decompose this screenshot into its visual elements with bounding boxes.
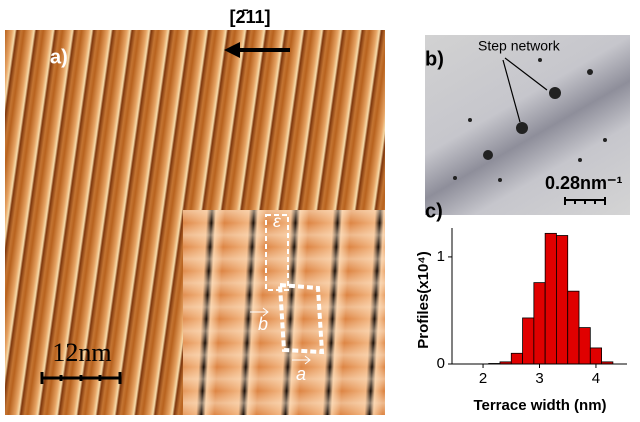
bar xyxy=(511,353,522,364)
bar xyxy=(523,318,534,364)
bar xyxy=(556,235,567,364)
annotation: Step network xyxy=(478,38,561,54)
scale-bar-label: 12nm xyxy=(52,338,111,367)
x-tick-label: 4 xyxy=(592,370,600,387)
scale-bar-label: 0.28nm⁻¹ xyxy=(545,173,623,193)
y-tick-label: 0 xyxy=(437,355,445,372)
x-tick-label: 3 xyxy=(535,370,543,387)
x-axis-label: Terrace width (nm) xyxy=(473,397,606,414)
figure: [2̄11] a) 12nm ε b a b) Step network 0.2… xyxy=(0,0,640,422)
scale-bar xyxy=(565,197,605,205)
bar xyxy=(534,283,545,364)
scale-bar xyxy=(42,372,120,384)
bar xyxy=(545,233,556,364)
bar xyxy=(568,291,579,364)
overlay: [2̄11] a) 12nm ε b a b) Step network 0.2… xyxy=(0,0,640,422)
arrow-head xyxy=(224,42,240,58)
inset-label: a xyxy=(296,364,306,384)
unit-cell xyxy=(280,285,322,352)
y-tick-label: 1 xyxy=(437,248,445,265)
panel-label: c) xyxy=(425,200,443,222)
bar xyxy=(579,328,590,364)
panel-label: a) xyxy=(50,46,68,68)
inset-label: ε xyxy=(273,211,282,231)
inset-label: b xyxy=(258,314,268,334)
x-tick-label: 2 xyxy=(479,370,487,387)
direction-label: [2̄11] xyxy=(229,7,270,27)
panel-label: b) xyxy=(425,48,444,70)
y-axis-label: Profiles(x10⁴) xyxy=(415,251,432,348)
annotation-arrow xyxy=(503,58,547,122)
bar xyxy=(590,348,601,364)
